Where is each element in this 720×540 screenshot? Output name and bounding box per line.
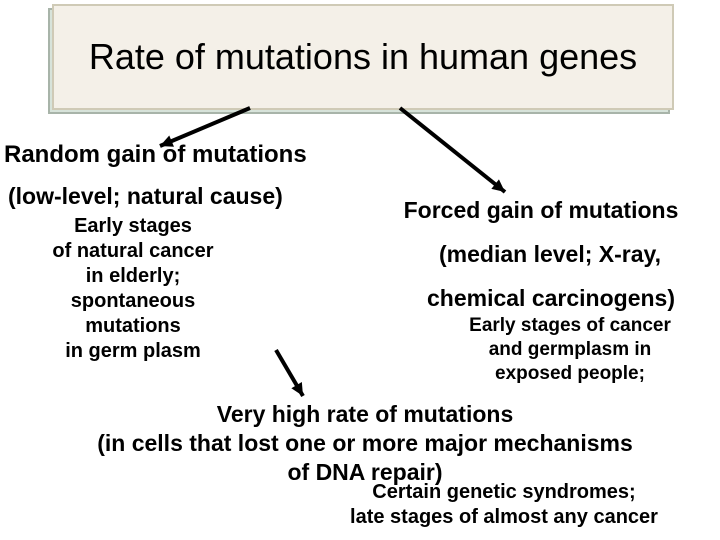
random-gain-desc: Early stagesof natural cancerin elderly;… — [28, 214, 238, 364]
title-box: Rate of mutations in human genes — [52, 4, 674, 110]
high-rate-heading: Very high rate of mutations(in cells tha… — [60, 400, 670, 486]
page-title: Rate of mutations in human genes — [89, 36, 637, 77]
forced-gain-sub1: (median level; X-ray, — [400, 240, 700, 269]
high-rate-desc: Certain genetic syndromes;late stages of… — [304, 480, 704, 530]
forced-gain-sub2: chemical carcinogens) — [396, 284, 706, 313]
forced-gain-desc: Early stages of cancerand germplasm inex… — [440, 314, 700, 385]
forced-gain-heading: Forced gain of mutations — [376, 196, 706, 225]
random-gain-subtitle: (low-level; natural cause) — [8, 182, 348, 211]
random-gain-heading: Random gain of mutations — [4, 140, 344, 170]
